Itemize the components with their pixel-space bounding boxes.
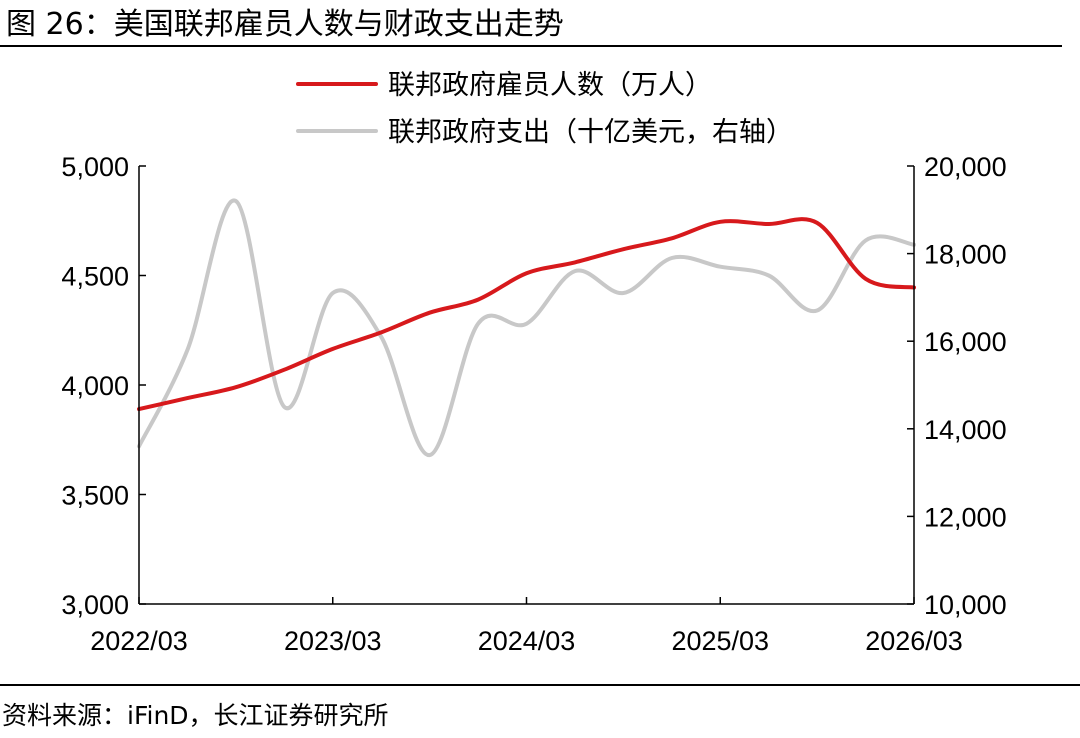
right-tick-label: 16,000 xyxy=(924,327,1007,357)
spending-line xyxy=(137,198,916,458)
left-tick-label: 5,000 xyxy=(61,152,129,182)
right-tick-label: 10,000 xyxy=(924,590,1007,620)
left-tick-label: 3,500 xyxy=(61,481,129,511)
right-tick-label: 20,000 xyxy=(924,152,1007,182)
right-tick-label: 12,000 xyxy=(924,502,1007,532)
source-note: 资料来源：iFinD，长江证券研究所 xyxy=(2,701,389,730)
x-tick-label: 2026/03 xyxy=(865,626,963,656)
left-tick-label: 4,000 xyxy=(61,371,129,401)
legend-label: 联邦政府支出（十亿美元，右轴） xyxy=(388,117,793,148)
left-tick-label: 4,500 xyxy=(61,262,129,292)
title-divider xyxy=(0,45,1062,47)
figure-title: 图 26：美国联邦雇员人数与财政支出走势 xyxy=(6,7,564,42)
right-tick-label: 14,000 xyxy=(924,415,1007,445)
left-tick-label: 3,000 xyxy=(61,590,129,620)
legend-label: 联邦政府雇员人数（万人） xyxy=(388,70,712,101)
x-tick-label: 2023/03 xyxy=(284,626,382,656)
right-tick-label: 18,000 xyxy=(924,240,1007,270)
employees-line xyxy=(137,217,916,412)
x-tick-label: 2022/03 xyxy=(90,626,188,656)
x-tick-label: 2025/03 xyxy=(671,626,769,656)
x-tick-label: 2024/03 xyxy=(478,626,576,656)
source-divider xyxy=(0,684,1080,686)
